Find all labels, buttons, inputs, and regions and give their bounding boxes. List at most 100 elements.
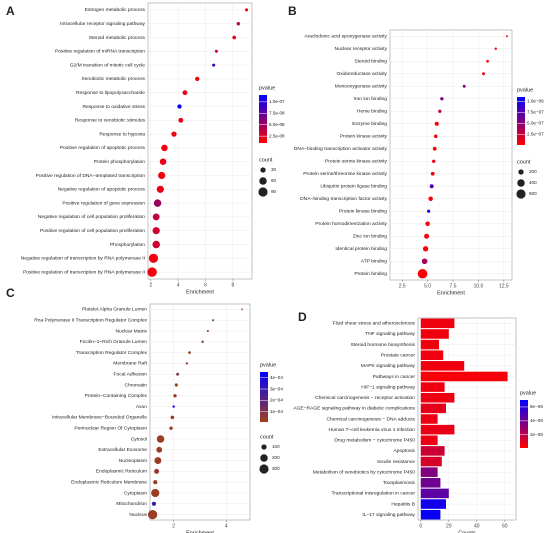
category-label: Identical protein binding	[335, 246, 387, 252]
dot	[161, 144, 168, 152]
x-tick-label: 4	[225, 523, 228, 529]
category-label: Protein kinase activity	[340, 134, 388, 140]
x-axis-title: Enrichment	[186, 530, 214, 533]
dot	[153, 480, 158, 485]
category-label: Negative regulation of apoptotic process	[58, 187, 146, 193]
category-label: Human T−cell leukemia virus 1 infection	[329, 427, 416, 433]
dot	[172, 405, 175, 408]
dot	[424, 233, 430, 239]
dot	[188, 351, 191, 354]
size-key	[516, 189, 526, 199]
category-label: Endoplasmic Reticulum Membrane	[71, 479, 147, 485]
category-label: Pathways in cancer	[373, 374, 416, 380]
colorbar-label: 1e−04	[270, 409, 283, 414]
colorbar	[520, 400, 528, 448]
bar	[420, 371, 508, 382]
dot	[417, 268, 428, 279]
x-tick-label: 40	[474, 523, 480, 529]
category-label: Fluid shear stress and atherosclerosis	[333, 321, 416, 327]
dot	[462, 84, 466, 88]
dot	[422, 246, 429, 252]
category-label: Drug metabolism − cytochrome P450	[334, 438, 415, 444]
category-label: AGE−RAGE signaling pathway in diabetic c…	[293, 406, 415, 412]
category-label: Oxidoreductase activity	[336, 71, 387, 77]
colorbar	[259, 95, 267, 143]
panel-letter: C	[6, 286, 15, 300]
category-label: Mitochondrion	[116, 501, 147, 507]
bar	[420, 350, 444, 360]
category-label: Positive regulation of cell population p…	[40, 228, 145, 234]
dot	[147, 267, 157, 277]
category-label: Response to hypoxia	[99, 131, 145, 137]
bar	[420, 403, 446, 414]
category-label: Apoptosis	[394, 448, 416, 454]
category-label: Negative regulation of transcription by …	[21, 256, 145, 262]
x-tick-label: 60	[502, 523, 508, 529]
bar	[420, 435, 438, 446]
dot	[156, 185, 164, 193]
size-key	[260, 167, 266, 173]
category-label: Hepatitis B	[391, 501, 415, 507]
category-label: Cytoplasm	[124, 490, 147, 496]
category-label: HIF−1 signaling pathway	[361, 384, 415, 390]
x-tick-label: 8	[231, 282, 234, 288]
size-key	[259, 464, 269, 474]
dot	[158, 171, 166, 180]
category-label: Heme binding	[357, 109, 387, 115]
size-key	[261, 444, 267, 450]
dot	[148, 509, 158, 520]
category-label: Protein binding	[354, 271, 387, 277]
category-label: Nuclear Matrix	[115, 328, 147, 334]
size-label: 600	[529, 191, 537, 196]
category-label: Protein serine/threonine kinase activity	[303, 171, 387, 177]
bar	[420, 488, 449, 499]
colorbar-label: 2.5e-08	[269, 133, 285, 138]
category-label: Intracellular receptor signaling pathway	[60, 21, 145, 27]
dot	[152, 227, 160, 235]
category-label: Positive regulation of miRNA transcripti…	[55, 49, 145, 55]
category-label: Metabolism of xenobiotics by cytochrome …	[313, 469, 415, 475]
panel-letter: B	[288, 4, 297, 18]
size-key	[259, 177, 267, 185]
category-label: TNF signaling pathway	[365, 331, 415, 337]
size-label: 400	[529, 180, 537, 185]
category-label: Protein serine kinase activity	[325, 159, 388, 165]
x-tick-label: 2	[149, 282, 152, 288]
category-label: Chemical carcinogenesis − receptor activ…	[315, 395, 415, 401]
category-label: Positive regulation of DNA−templated tra…	[36, 173, 146, 179]
colorbar-label: 2.5e−07	[527, 132, 544, 137]
dot	[154, 457, 162, 465]
category-label: Nucleus	[129, 512, 147, 518]
dot	[156, 435, 165, 443]
category-label: Ubiquitin protein ligase binding	[320, 184, 387, 190]
x-axis-title: Enrichment	[437, 290, 465, 296]
category-label: Axon	[136, 404, 147, 410]
size-key	[260, 454, 268, 462]
x-tick-label: 10.0	[474, 283, 484, 289]
category-label: Positive regulation of apoptotic process	[60, 145, 146, 151]
size-label: 90	[271, 189, 277, 194]
dot	[154, 468, 160, 474]
category-label: Extracellular Exosome	[98, 447, 147, 453]
dot	[236, 22, 240, 26]
category-label: Ficolin−1−Rich Granule Lumen	[80, 339, 148, 345]
category-label: Response to oxidative stress	[82, 104, 145, 110]
dot	[212, 319, 215, 322]
dot	[429, 184, 434, 189]
bar	[420, 392, 455, 403]
category-label: Endoplasmic Reticulum	[96, 469, 147, 475]
dot	[428, 196, 433, 201]
colorbar-label: 4e−06	[530, 418, 543, 423]
category-label: Steroid metabolic process	[89, 35, 146, 41]
x-axis-title: Enrichment	[186, 289, 214, 295]
bar	[420, 382, 445, 392]
category-label: Xenobiotic metabolic process	[81, 76, 145, 82]
x-tick-label: 2	[172, 523, 175, 529]
x-tick-label: 20	[446, 523, 452, 529]
legend-title: count	[260, 434, 274, 440]
dot	[182, 90, 188, 96]
category-label: Nucleoplasm	[119, 458, 147, 464]
dot	[438, 109, 442, 113]
dot	[425, 221, 430, 227]
